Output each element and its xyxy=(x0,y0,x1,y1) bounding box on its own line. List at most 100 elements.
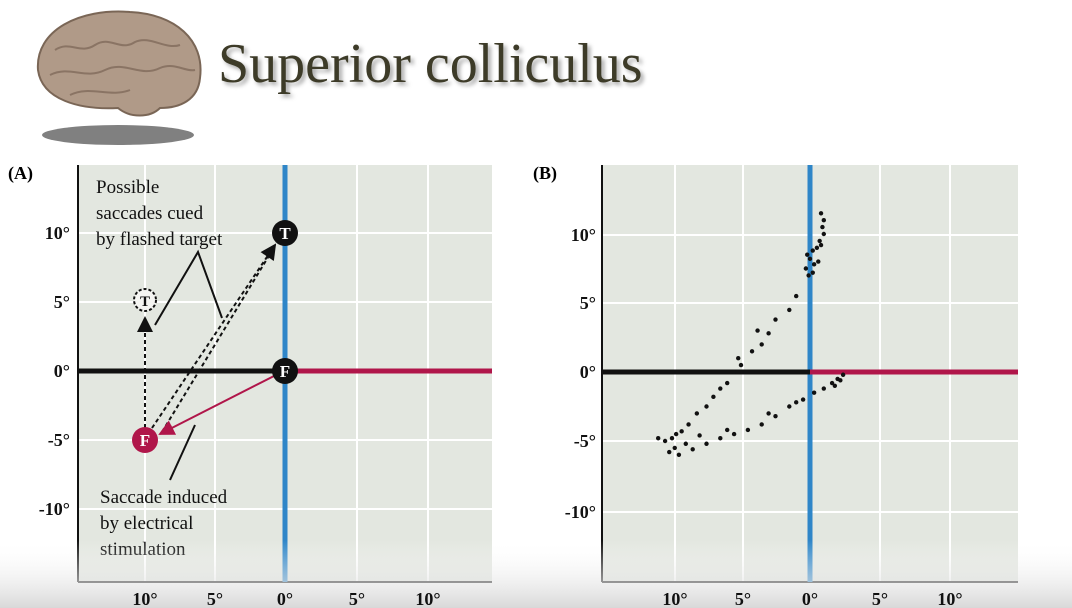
x-tick-label: 10° xyxy=(937,589,962,608)
trace-point xyxy=(803,266,809,271)
trace-point xyxy=(810,270,815,275)
brain-icon xyxy=(36,10,202,117)
y-tick-label: 0° xyxy=(54,361,70,381)
x-tick-label: 0° xyxy=(277,589,293,608)
trace-point xyxy=(807,256,813,262)
trace-point xyxy=(787,307,792,313)
trace-point xyxy=(787,404,792,409)
trace-point xyxy=(821,231,826,237)
trace-point xyxy=(749,349,755,354)
trace-point xyxy=(829,380,835,386)
target-marker xyxy=(272,220,298,246)
trace-point xyxy=(816,259,821,264)
trace-point xyxy=(731,369,737,375)
trace-point xyxy=(840,372,846,377)
trace-point xyxy=(683,441,688,446)
target-label: T xyxy=(140,294,150,310)
fixation-marker xyxy=(272,358,298,384)
trace-point xyxy=(821,386,826,391)
fixation-label: F xyxy=(140,431,150,450)
trace-point xyxy=(814,245,820,250)
trace-point xyxy=(821,218,826,223)
trace-point xyxy=(736,356,741,361)
trace-point xyxy=(725,380,730,386)
panel-label: (A) xyxy=(8,163,33,184)
brain-folds xyxy=(49,39,196,96)
trace-point xyxy=(773,413,778,419)
trace-point xyxy=(711,394,716,400)
trace-point xyxy=(679,429,684,434)
trace-point xyxy=(704,404,709,409)
annotation: by flashed target xyxy=(96,229,223,250)
callout-line xyxy=(154,249,223,326)
y-tick-label: 5° xyxy=(580,293,596,313)
trace-point xyxy=(662,438,668,444)
fixation-label: F xyxy=(280,362,290,381)
trace-point xyxy=(810,248,815,253)
trace-point xyxy=(694,411,700,416)
trace-point xyxy=(667,449,672,455)
x-tick-label: 5° xyxy=(735,589,751,608)
x-tick-label: 10° xyxy=(662,589,687,608)
trace-point xyxy=(697,433,702,438)
trace-point xyxy=(832,383,838,388)
trace-point xyxy=(676,452,682,457)
trace-point xyxy=(794,293,799,299)
trace-point xyxy=(669,436,675,441)
trace-point xyxy=(805,252,810,257)
bottom-fade xyxy=(0,540,1072,608)
panel-label: (B) xyxy=(533,163,557,184)
annotation: saccades cued xyxy=(96,203,204,224)
trace-point xyxy=(806,273,811,278)
x-tick-label: 10° xyxy=(415,589,440,608)
x-tick-label: 5° xyxy=(872,589,888,608)
trace-point xyxy=(766,411,771,416)
trace-point xyxy=(656,436,661,441)
trace-point xyxy=(718,386,723,391)
slide-title: Superior colliculus xyxy=(218,33,643,95)
trace-point xyxy=(766,331,771,336)
annotation: by electrical xyxy=(100,513,193,534)
trace-point xyxy=(811,390,817,395)
y-tick-label: -10° xyxy=(39,499,70,519)
trace-point xyxy=(704,441,709,446)
callout-line xyxy=(169,424,196,481)
y-tick-label: 5° xyxy=(54,292,70,312)
y-tick-label: -5° xyxy=(48,430,70,450)
trace-point xyxy=(672,445,677,451)
target-marker xyxy=(133,288,157,312)
annotation: Saccade induced xyxy=(100,487,228,508)
trace-point xyxy=(731,431,737,437)
trace-point xyxy=(820,224,825,230)
trace-point xyxy=(817,238,822,244)
trace-point xyxy=(725,427,730,433)
x-tick-label: 5° xyxy=(349,589,365,608)
trace-point xyxy=(759,342,764,347)
target-label: T xyxy=(279,224,291,243)
fixation-marker xyxy=(132,427,158,453)
annotation: Possible xyxy=(96,177,159,198)
cued-saccade xyxy=(151,243,277,429)
eye-trace xyxy=(656,211,846,457)
x-tick-label: 5° xyxy=(207,589,223,608)
x-tick-label: 0° xyxy=(802,589,818,608)
y-tick-label: -10° xyxy=(565,502,596,522)
trace-point xyxy=(755,328,760,333)
trace-point xyxy=(686,422,691,427)
induced-saccade xyxy=(158,375,275,435)
trace-point xyxy=(690,447,695,452)
brain-shadow xyxy=(42,125,194,145)
x-tick-label: 10° xyxy=(132,589,157,608)
trace-point xyxy=(759,422,764,427)
trace-point xyxy=(718,436,723,441)
trace-point xyxy=(773,317,778,322)
trace-point xyxy=(811,262,817,267)
y-tick-label: 10° xyxy=(571,225,596,245)
trace-point xyxy=(800,397,806,402)
trace-point xyxy=(818,211,824,216)
y-tick-label: 0° xyxy=(580,362,596,382)
y-tick-label: 10° xyxy=(45,223,70,243)
trace-point xyxy=(745,427,751,433)
